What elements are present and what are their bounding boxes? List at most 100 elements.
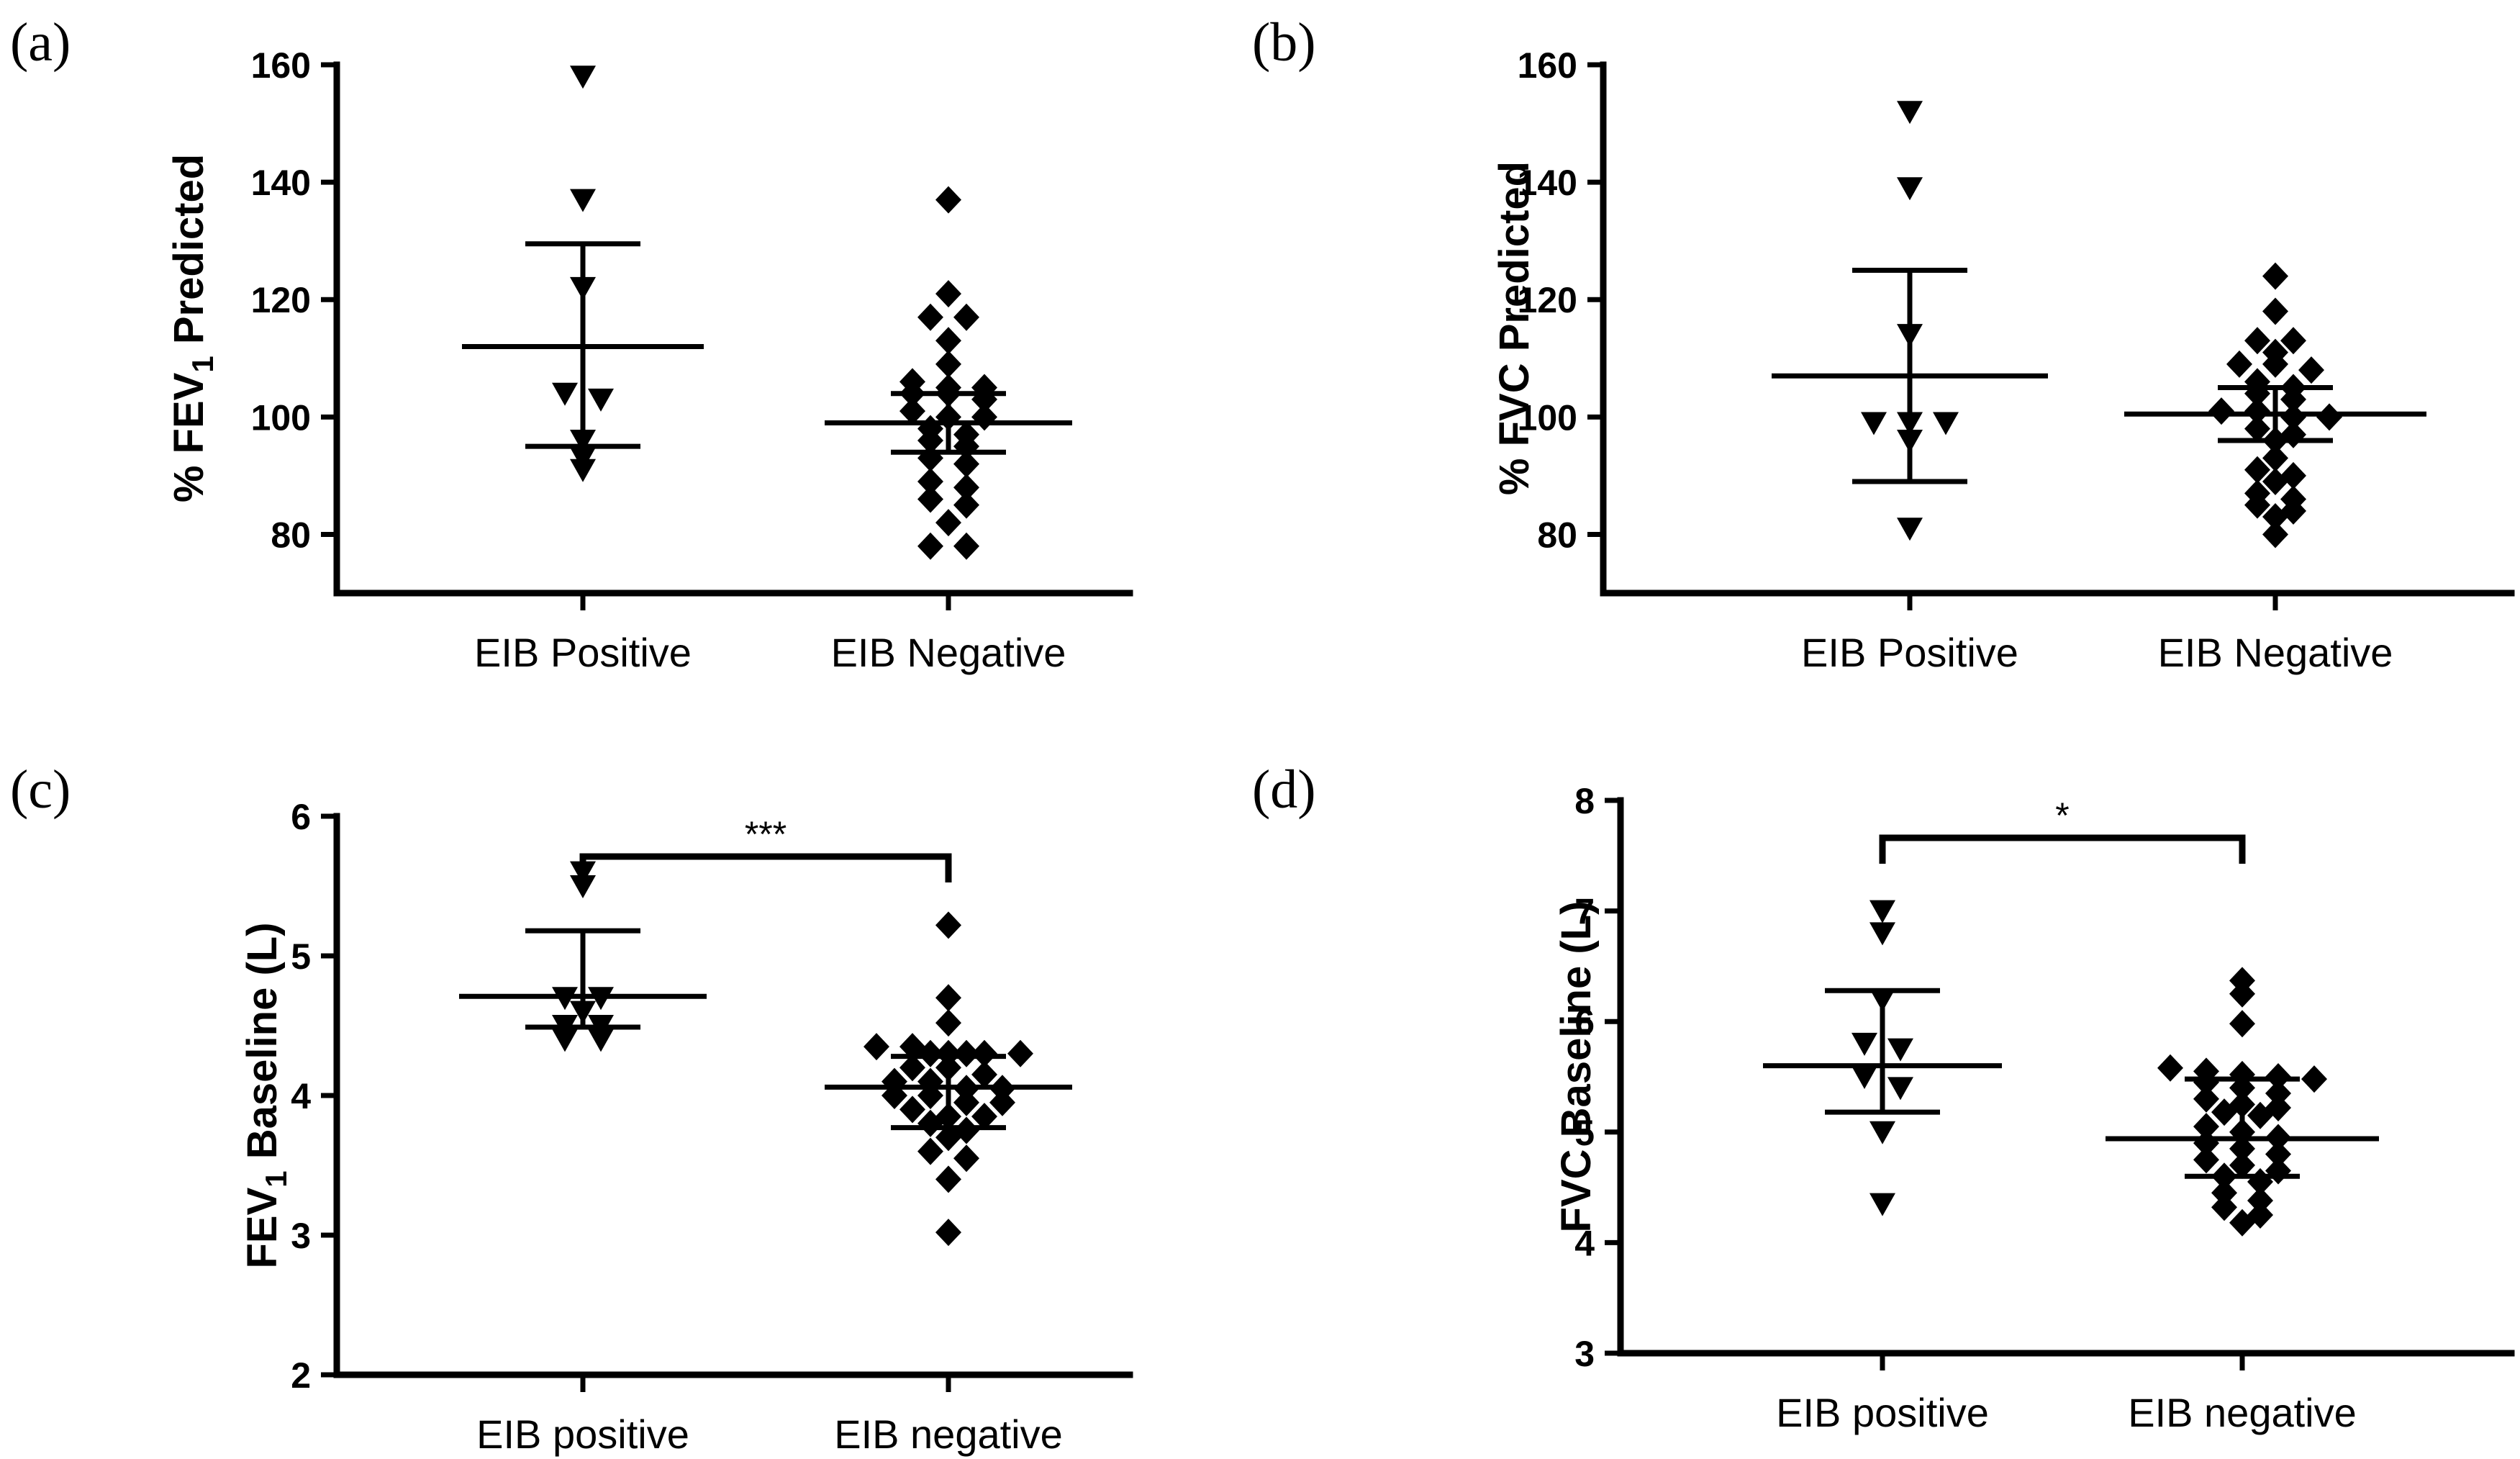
category-label-b-0: EIB Positive <box>1801 630 2018 675</box>
y-tick-label-a-1: 100 <box>251 397 311 438</box>
axes-a <box>333 61 1133 597</box>
data-point-b-1-19 <box>2262 444 2288 472</box>
data-point-a-1-1 <box>935 280 961 308</box>
data-point-b-0-5 <box>1933 412 1959 435</box>
y-tick-label-d-1: 4 <box>1574 1223 1595 1263</box>
y-axis-title-d: FVC Baseline (L) <box>1553 901 1600 1233</box>
panel-d: (d) 3 4 5 6 7 8 EIB positive EIB negative FVC Bas… <box>1252 759 2515 1435</box>
significance-bracket-d <box>1879 834 2246 864</box>
data-point-d-1-8 <box>2193 1068 2219 1096</box>
data-point-b-1-5 <box>2226 350 2252 378</box>
data-point-a-1-27 <box>953 532 979 560</box>
data-point-a-0-7 <box>570 459 596 482</box>
data-point-d-1-3 <box>2157 1054 2183 1082</box>
data-point-d-1-28 <box>2247 1187 2273 1215</box>
data-point-b-1-11 <box>2280 385 2306 413</box>
data-point-a-1-26 <box>917 532 943 560</box>
y-tick-label-c-1: 3 <box>291 1216 311 1256</box>
y-tick-label-c-4: 6 <box>291 797 311 837</box>
data-point-b-1-0 <box>2262 262 2288 290</box>
data-point-d-1-10 <box>2265 1080 2291 1108</box>
data-point-b-1-1 <box>2262 297 2288 325</box>
y-tick-label-a-0: 80 <box>271 515 311 555</box>
data-point-d-1-27 <box>2211 1179 2237 1207</box>
category-label-a-0: EIB Positive <box>474 630 692 675</box>
y-tick-label-c-3: 5 <box>291 936 311 977</box>
axes-b <box>1600 61 2515 597</box>
panel-label-d: (d) <box>1252 759 1316 820</box>
data-point-d-0-5 <box>1852 1066 1877 1089</box>
data-point-a-1-24 <box>953 491 979 519</box>
data-point-c-0-7 <box>552 1029 578 1052</box>
data-point-a-0-6 <box>570 447 596 471</box>
data-point-c-1-0 <box>935 911 961 939</box>
data-point-b-1-7 <box>2298 356 2324 384</box>
data-point-c-1-3 <box>864 1033 889 1061</box>
y-tick-label-b-1: 100 <box>1518 397 1577 438</box>
series-a-1 <box>825 186 1072 560</box>
data-point-a-1-21 <box>917 468 943 496</box>
data-point-b-1-22 <box>2262 468 2288 496</box>
axes-d <box>1617 797 2515 1357</box>
data-point-c-1-12 <box>971 1060 997 1088</box>
data-point-c-1-10 <box>899 1054 925 1082</box>
data-point-d-1-21 <box>2265 1140 2291 1168</box>
data-point-b-1-3 <box>2280 327 2306 355</box>
data-point-b-0-0 <box>1897 101 1923 125</box>
data-point-c-1-5 <box>935 1039 961 1067</box>
y-axis-title-b: % FVC Predicted <box>1491 161 1538 495</box>
data-point-d-1-1 <box>2229 980 2255 1008</box>
data-point-b-1-13 <box>2244 397 2270 425</box>
panel-a: (a) 80 100 120 140 160 EIB Positive EIB Negativ… <box>10 12 1133 675</box>
series-c-0 <box>459 861 707 1052</box>
data-point-d-1-11 <box>2193 1085 2219 1113</box>
data-point-b-0-7 <box>1897 518 1923 541</box>
data-point-a-0-4 <box>588 388 614 412</box>
axes-c <box>333 813 1133 1378</box>
data-point-d-0-1 <box>1869 922 1895 946</box>
y-tick-label-d-4: 7 <box>1574 892 1595 932</box>
data-point-b-1-27 <box>2262 502 2288 530</box>
y-tick-label-d-2: 5 <box>1574 1113 1595 1153</box>
data-point-a-1-25 <box>935 509 961 537</box>
data-point-d-0-7 <box>1869 1121 1895 1144</box>
data-point-a-1-3 <box>953 303 979 331</box>
data-point-c-0-1 <box>570 875 596 898</box>
data-point-a-1-19 <box>917 444 943 472</box>
data-point-b-1-14 <box>2280 403 2306 431</box>
y-tick-label-b-3: 140 <box>1518 163 1577 203</box>
data-point-b-0-1 <box>1897 177 1923 201</box>
data-point-d-1-14 <box>2211 1098 2237 1126</box>
y-tick-label-d-0: 3 <box>1574 1334 1595 1374</box>
panel-label-b: (b) <box>1252 12 1316 73</box>
data-point-c-1-8 <box>917 1039 943 1067</box>
category-label-c-1: EIB negative <box>834 1411 1063 1457</box>
data-point-d-1-15 <box>2247 1101 2273 1129</box>
data-point-b-1-15 <box>2316 403 2342 431</box>
data-point-a-1-13 <box>971 403 997 431</box>
data-point-d-1-22 <box>2193 1146 2219 1174</box>
category-label-b-1: EIB Negative <box>2158 630 2393 675</box>
data-point-a-1-2 <box>917 303 943 331</box>
data-point-d-1-31 <box>2229 1209 2255 1237</box>
data-point-c-1-6 <box>971 1039 997 1067</box>
data-point-d-0-4 <box>1887 1038 1913 1062</box>
category-label-c-0: EIB positive <box>476 1411 689 1457</box>
y-tick-label-a-3: 140 <box>251 163 311 203</box>
significance-label-d: * <box>2055 795 2069 836</box>
data-point-c-1-30 <box>935 1219 961 1247</box>
data-point-a-0-0 <box>570 66 596 89</box>
y-tick-label-d-5: 8 <box>1574 781 1595 821</box>
data-point-b-0-3 <box>1861 412 1887 435</box>
data-point-a-1-5 <box>935 350 961 378</box>
data-point-d-1-29 <box>2211 1193 2237 1221</box>
data-point-a-1-0 <box>935 186 961 214</box>
series-b-0 <box>1772 101 2048 541</box>
y-axis-title-a: % FEV1 Predicted <box>166 154 219 502</box>
data-point-c-1-1 <box>935 984 961 1012</box>
data-point-a-1-22 <box>953 474 979 502</box>
y-tick-label-c-2: 4 <box>291 1076 311 1116</box>
data-point-d-1-2 <box>2229 1010 2255 1038</box>
y-tick-label-b-2: 120 <box>1518 280 1577 320</box>
